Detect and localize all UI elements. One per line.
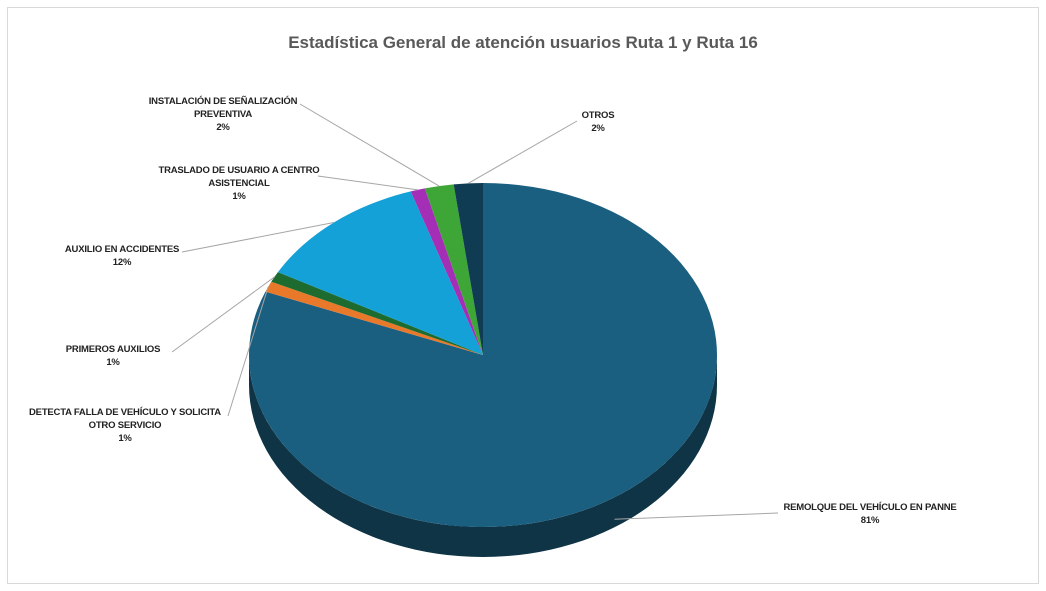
data-label-value: 1% [232,191,246,202]
slice [453,183,483,355]
data-label-category: OTROS [581,110,615,121]
leader-line [468,120,578,184]
slice [410,188,483,355]
data-label-value: 2% [216,122,230,133]
data-label-category: AUXILIO EN ACCIDENTES [64,244,180,255]
leader-line [317,175,418,191]
leader-line [227,286,269,417]
data-label-category: PRIMEROS AUXILIOS [65,344,161,355]
slice-side [249,355,717,557]
data-label-value: 1% [118,433,132,444]
slice [271,272,483,355]
data-label-value: 81% [860,515,880,526]
slice [265,281,483,355]
leader-line [299,103,440,187]
data-label-category: DETECTA FALLA DE VEHÍCULO Y SOLICITA OTR… [29,407,221,431]
leader-line [171,276,275,353]
chart-title: Estadística General de atención usuarios… [288,33,758,52]
data-label-value: 12% [112,257,132,268]
leader-line [181,221,334,253]
slice [277,191,483,355]
slice [249,183,718,527]
data-label-category: TRASLADO DE USUARIO A CENTRO ASISTENCIAL [158,165,320,189]
data-label-category: INSTALACIÓN DE SEÑALIZACIÓN PREVENTIVA [148,96,298,120]
data-label-value: 1% [106,357,120,368]
leader-line [614,512,779,520]
data-label-category: REMOLQUE DEL VEHÍCULO EN PANNE [783,502,957,513]
data-label-value: 2% [591,123,605,134]
slice [424,184,483,355]
